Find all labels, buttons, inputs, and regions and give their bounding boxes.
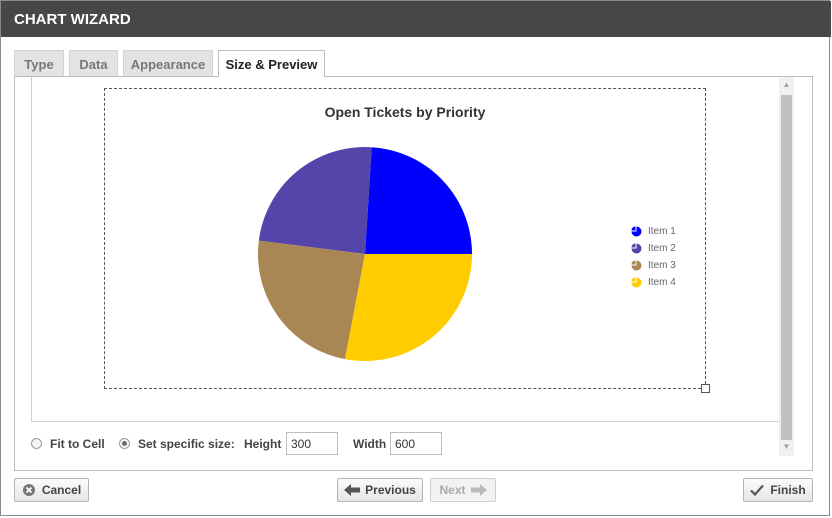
- specific-size-radio[interactable]: [119, 438, 130, 449]
- cancel-circle-icon: [22, 483, 36, 497]
- chart-legend: Item 1 Item 2 Item 3 Item 4: [631, 223, 676, 291]
- size-preview-panel: Open Tickets by Priority Item 1 Item 2 Ite…: [14, 76, 813, 471]
- dialog-titlebar: CHART WIZARD: [1, 1, 831, 37]
- chart-preview-frame: Open Tickets by Priority Item 1 Item 2 Ite…: [104, 88, 710, 393]
- pie-chart: [258, 147, 472, 361]
- arrow-right-icon: [470, 484, 487, 496]
- legend-label: Item 3: [648, 260, 676, 271]
- tab-size-preview[interactable]: Size & Preview: [218, 50, 325, 77]
- legend-label: Item 1: [648, 226, 676, 237]
- legend-pie-icon: [631, 226, 642, 237]
- scroll-up-arrow-icon[interactable]: ▲: [782, 80, 791, 89]
- height-label: Height: [244, 437, 282, 451]
- width-input[interactable]: [390, 432, 442, 455]
- width-label: Width: [353, 437, 387, 451]
- tab-type[interactable]: Type: [14, 50, 64, 76]
- pie-slice-4: [344, 254, 472, 361]
- tab-appearance[interactable]: Appearance: [123, 50, 213, 76]
- legend-label: Item 4: [648, 277, 676, 288]
- specific-size-label: Set specific size:: [138, 437, 235, 451]
- pie-slice-1: [365, 147, 472, 254]
- tab-data[interactable]: Data: [69, 50, 118, 76]
- previous-button[interactable]: Previous: [337, 478, 423, 502]
- preview-area: Open Tickets by Priority Item 1 Item 2 Ite…: [31, 77, 791, 422]
- legend-item-1: Item 1: [631, 223, 676, 240]
- previous-label: Previous: [365, 483, 416, 497]
- chart-title: Open Tickets by Priority: [324, 104, 486, 120]
- finish-label: Finish: [770, 483, 806, 497]
- pie-slice-2: [258, 147, 372, 254]
- legend-label: Item 2: [648, 243, 676, 254]
- checkmark-icon: [750, 484, 765, 496]
- pie-slice-3: [258, 240, 365, 360]
- legend-item-2: Item 2: [631, 240, 676, 257]
- next-label: Next: [439, 483, 466, 497]
- legend-pie-icon: [631, 277, 642, 288]
- fit-to-cell-label: Fit to Cell: [50, 437, 105, 451]
- vertical-scrollbar[interactable]: ▲ ▼: [779, 77, 794, 456]
- legend-item-4: Item 4: [631, 274, 676, 291]
- legend-pie-icon: [631, 243, 642, 254]
- arrow-left-icon: [344, 484, 361, 496]
- size-options-row: Fit to Cell Set specific size: Height Wi…: [31, 432, 631, 456]
- scroll-down-arrow-icon[interactable]: ▼: [782, 442, 791, 451]
- legend-pie-icon: [631, 260, 642, 271]
- fit-to-cell-radio[interactable]: [31, 438, 42, 449]
- height-input[interactable]: [286, 432, 338, 455]
- scroll-thumb[interactable]: [781, 95, 792, 440]
- cancel-button[interactable]: Cancel: [14, 478, 89, 502]
- dialog-title: CHART WIZARD: [14, 11, 131, 28]
- finish-button[interactable]: Finish: [743, 478, 813, 502]
- next-button[interactable]: Next: [430, 478, 496, 502]
- resize-handle[interactable]: [701, 384, 710, 393]
- legend-item-3: Item 3: [631, 257, 676, 274]
- cancel-label: Cancel: [41, 483, 82, 497]
